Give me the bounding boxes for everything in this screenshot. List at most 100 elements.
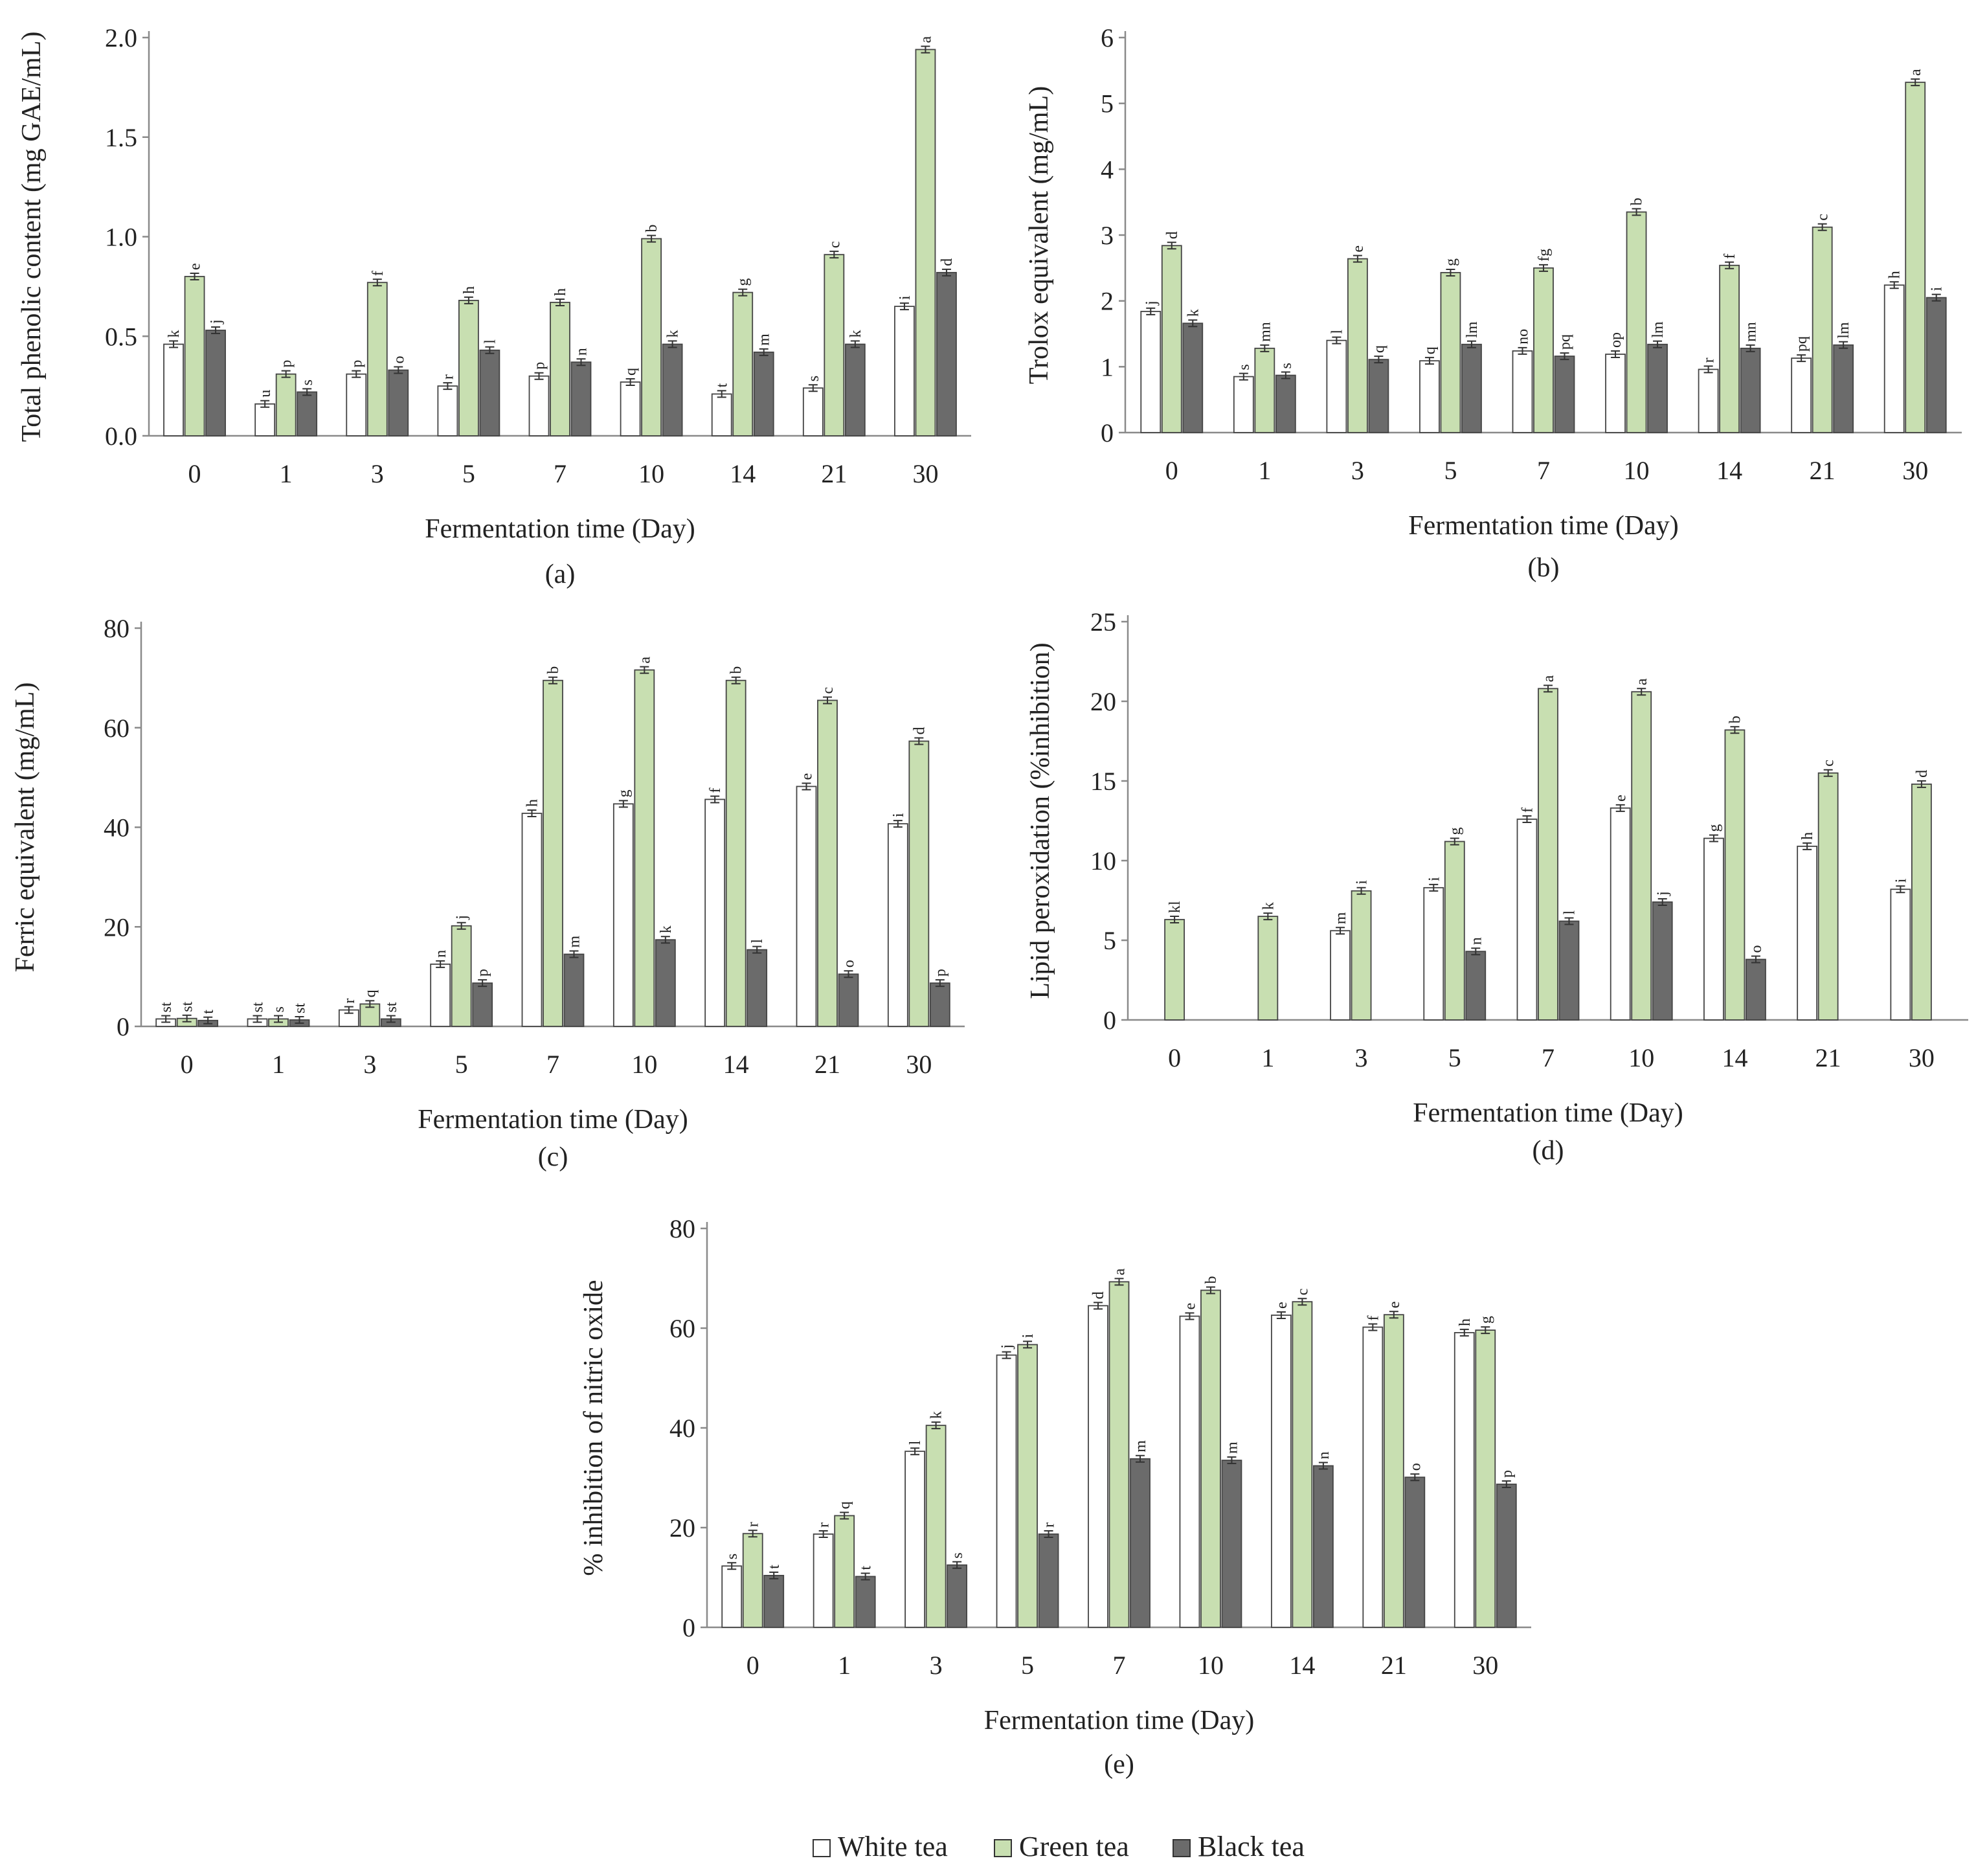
significance-letter: h bbox=[461, 286, 478, 294]
significance-letter: a bbox=[917, 36, 934, 43]
panel-tag: (b) bbox=[1528, 553, 1560, 583]
chart-panel-a: 0.0 0.5 1.0 1.5 2.0 0 1 3 5 7 10 14 21 30 k u p r p q t s i e p f… bbox=[17, 23, 971, 589]
error-bar bbox=[1637, 688, 1646, 696]
error-bar bbox=[1522, 815, 1532, 824]
legend: White tea Green tea Black tea bbox=[813, 1831, 1305, 1862]
bar-white-tea bbox=[1516, 819, 1538, 1021]
legend-swatch-white-tea bbox=[813, 1839, 831, 1857]
significance-letter: o bbox=[1748, 945, 1765, 953]
error-bar bbox=[1916, 780, 1926, 788]
bar-black-tea bbox=[1038, 1533, 1059, 1628]
error-bar bbox=[1703, 365, 1713, 374]
error-bar bbox=[823, 696, 832, 705]
bar-green-tea bbox=[184, 276, 205, 436]
error-bar bbox=[1318, 1462, 1328, 1470]
bar-white-tea bbox=[528, 375, 550, 436]
bar-green-tea bbox=[458, 299, 479, 436]
x-tick-label: 7 bbox=[546, 1050, 559, 1079]
error-bar bbox=[1002, 1351, 1011, 1359]
significance-letter: q bbox=[1422, 346, 1439, 354]
significance-letter: fg bbox=[1536, 249, 1553, 262]
error-bar bbox=[668, 340, 677, 348]
bar-green-tea bbox=[550, 302, 570, 436]
y-tick-label: 3 bbox=[1101, 221, 1114, 250]
bar-white-tea bbox=[1883, 284, 1905, 433]
significance-letter: o bbox=[841, 960, 858, 967]
error-bar bbox=[752, 945, 762, 954]
error-bar bbox=[161, 1015, 171, 1023]
significance-letter: j bbox=[454, 915, 471, 920]
x-tick-label: 14 bbox=[1716, 456, 1742, 485]
x-axis-title: Fermentation time (Day) bbox=[1413, 1098, 1683, 1128]
bar-green-tea bbox=[725, 679, 747, 1027]
bar-black-tea bbox=[1312, 1465, 1334, 1628]
significance-letter: q bbox=[1371, 345, 1387, 353]
error-bar bbox=[386, 1015, 396, 1023]
bar-white-tea bbox=[1605, 354, 1626, 433]
error-bar bbox=[1931, 293, 1941, 302]
error-bar bbox=[569, 950, 579, 958]
bar-white-tea bbox=[521, 813, 543, 1027]
significance-letter: e bbox=[187, 263, 204, 270]
error-bar bbox=[952, 1561, 962, 1569]
error-bar bbox=[1450, 837, 1459, 846]
error-bar bbox=[1188, 319, 1198, 328]
error-bar bbox=[625, 378, 635, 386]
bar-green-tea bbox=[1905, 82, 1926, 433]
bar-white-tea bbox=[1703, 837, 1724, 1021]
error-bar bbox=[281, 370, 291, 378]
x-tick-label: 1 bbox=[272, 1050, 285, 1079]
bar-green-tea bbox=[1161, 245, 1182, 433]
significance-letter: i bbox=[1892, 878, 1909, 883]
error-bar bbox=[1564, 917, 1574, 925]
bar-white-tea bbox=[996, 1354, 1017, 1628]
bar-white-tea bbox=[1326, 339, 1347, 433]
bar-black-tea bbox=[1925, 297, 1947, 433]
error-bar bbox=[1725, 261, 1735, 269]
significance-letter: d bbox=[939, 258, 956, 266]
significance-letter: r bbox=[1041, 1522, 1058, 1528]
significance-letter: st bbox=[292, 1003, 309, 1013]
bar-black-tea bbox=[1740, 347, 1761, 433]
bar-white-tea bbox=[1698, 368, 1719, 433]
error-bar bbox=[478, 979, 488, 988]
error-bar bbox=[893, 820, 903, 828]
error-bar bbox=[844, 970, 853, 978]
significance-letter: f bbox=[1520, 808, 1536, 813]
error-bar bbox=[640, 666, 649, 674]
significance-letter: g bbox=[1706, 824, 1723, 832]
panel-tag: (c) bbox=[538, 1142, 568, 1172]
significance-letter: l bbox=[1562, 910, 1578, 914]
significance-letter: b bbox=[1203, 1276, 1220, 1283]
significance-letter: s bbox=[805, 376, 822, 381]
significance-letter: i bbox=[890, 813, 907, 817]
error-bar bbox=[1797, 354, 1806, 363]
error-bar bbox=[1429, 883, 1439, 892]
significance-letter: d bbox=[1914, 770, 1931, 778]
bar-green-tea bbox=[1108, 1281, 1130, 1628]
significance-letter: l bbox=[482, 339, 499, 344]
significance-letter: i bbox=[1426, 877, 1443, 881]
error-bar bbox=[1889, 281, 1899, 289]
bar-white-tea bbox=[904, 1451, 926, 1628]
significance-letter: g bbox=[1477, 1316, 1494, 1324]
x-tick-label: 21 bbox=[1810, 456, 1836, 485]
significance-letter: n bbox=[1468, 937, 1485, 945]
error-bar bbox=[436, 960, 445, 968]
x-tick-label: 5 bbox=[462, 459, 475, 488]
bar-green-tea bbox=[1292, 1301, 1313, 1628]
y-tick-label: 60 bbox=[669, 1314, 695, 1343]
bar-black-tea bbox=[929, 982, 950, 1027]
significance-letter: b bbox=[728, 666, 745, 674]
significance-letter: g bbox=[735, 278, 752, 286]
significance-letter: k bbox=[658, 925, 675, 933]
error-bar bbox=[1539, 264, 1548, 272]
significance-letter: d bbox=[911, 727, 928, 735]
error-bar bbox=[1263, 912, 1273, 921]
significance-letter: lm bbox=[1650, 321, 1667, 338]
bar-white-tea bbox=[894, 306, 915, 436]
error-bar bbox=[1802, 842, 1812, 850]
bar-green-tea bbox=[1383, 1314, 1404, 1628]
error-bar bbox=[1446, 268, 1455, 277]
bar-white-tea bbox=[620, 381, 641, 436]
